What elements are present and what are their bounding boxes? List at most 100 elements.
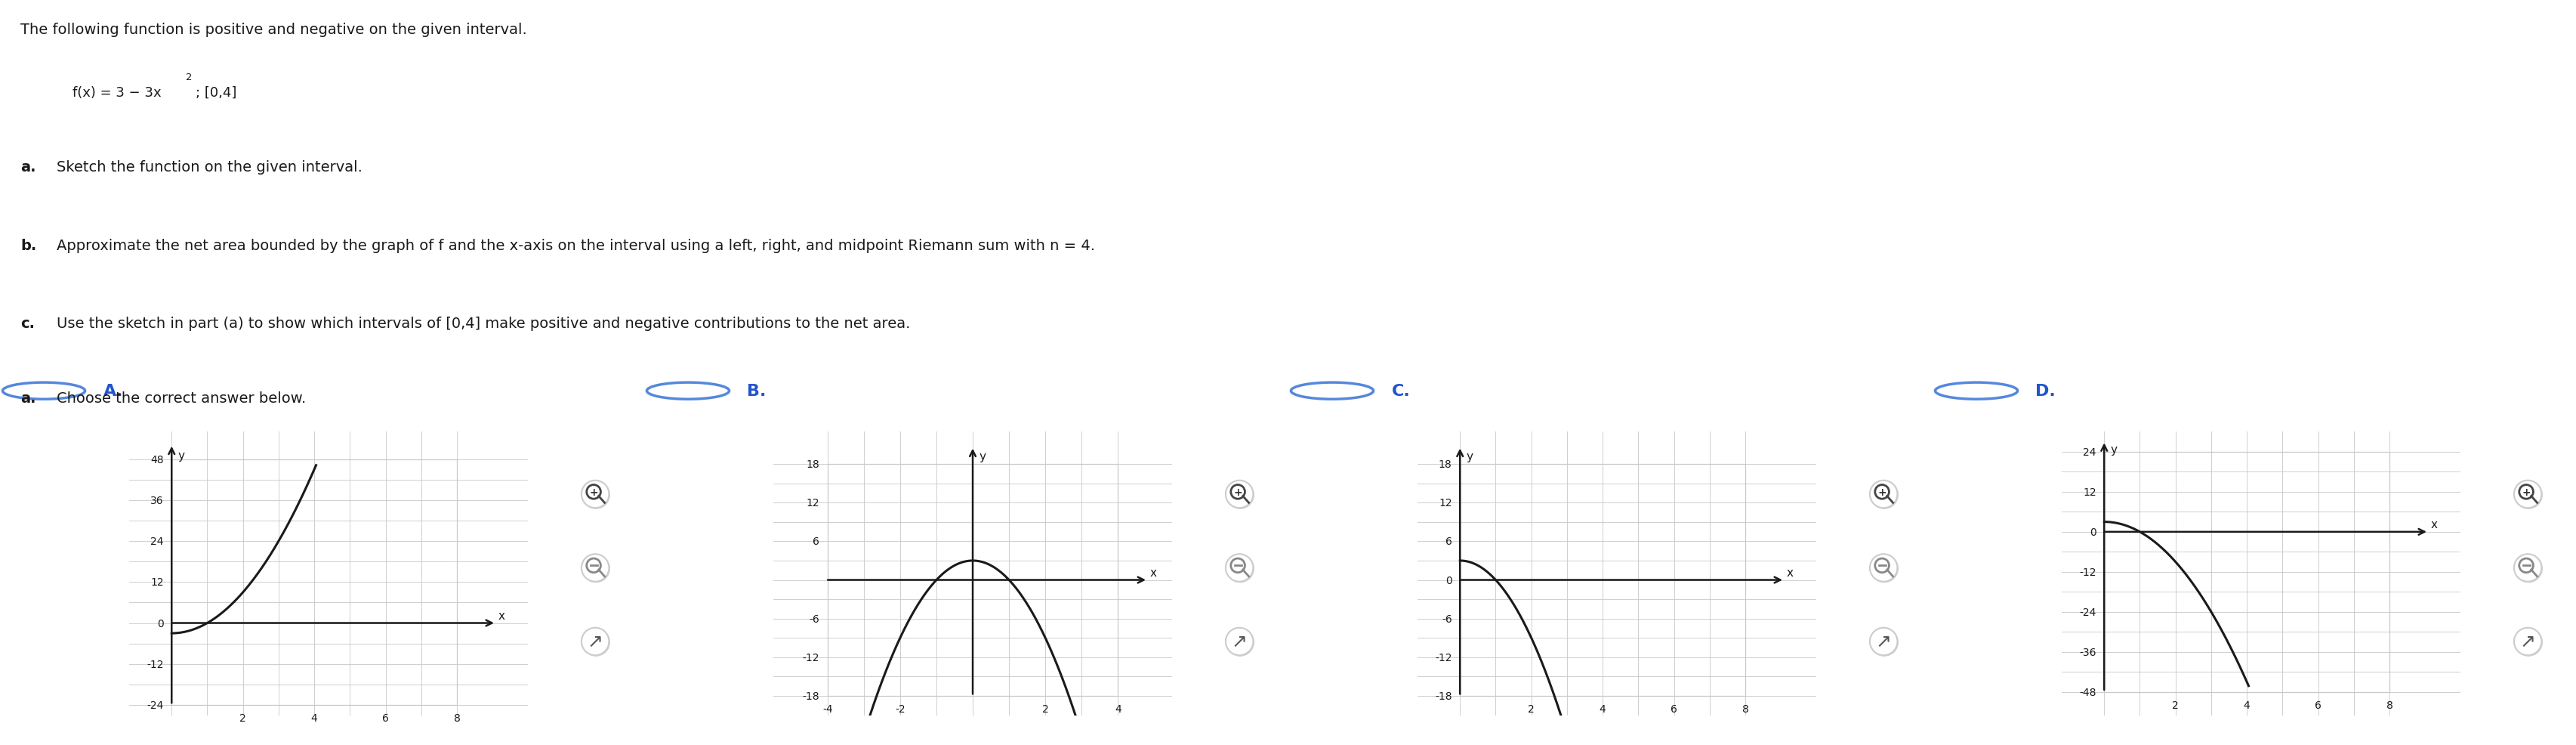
Text: y: y [178, 450, 185, 461]
Text: -2: -2 [894, 704, 904, 714]
Text: -24: -24 [2079, 606, 2097, 618]
Circle shape [1870, 628, 1896, 656]
Text: Use the sketch in part (a) to show which intervals of [0,4] make positive and ne: Use the sketch in part (a) to show which… [57, 317, 909, 331]
Text: a.: a. [21, 391, 36, 405]
Text: D.: D. [2035, 384, 2056, 399]
Circle shape [1226, 481, 1255, 509]
Text: -4: -4 [822, 704, 832, 714]
Text: 6: 6 [2313, 700, 2321, 711]
Text: ↗: ↗ [1875, 633, 1891, 650]
Text: a.: a. [21, 160, 36, 174]
Text: +: + [2522, 486, 2530, 498]
Text: 6: 6 [381, 713, 389, 723]
Text: 2: 2 [240, 713, 247, 723]
Circle shape [2514, 481, 2543, 509]
Circle shape [1870, 481, 1899, 509]
Circle shape [582, 555, 611, 583]
Text: 2: 2 [1528, 704, 1535, 714]
Text: c.: c. [21, 317, 36, 331]
Text: 12: 12 [149, 577, 165, 588]
Text: x: x [1149, 566, 1157, 578]
Text: The following function is positive and negative on the given interval.: The following function is positive and n… [21, 22, 528, 37]
Text: -12: -12 [1435, 652, 1453, 662]
Text: -18: -18 [801, 691, 819, 701]
Text: Choose the correct answer below.: Choose the correct answer below. [57, 391, 307, 405]
Text: x: x [2429, 519, 2437, 530]
Text: 8: 8 [1741, 704, 1749, 714]
Text: +: + [590, 486, 598, 498]
Text: ; [0,4]: ; [0,4] [196, 86, 237, 99]
Circle shape [1226, 481, 1252, 508]
Circle shape [1226, 555, 1255, 583]
Text: Sketch the function on the given interval.: Sketch the function on the given interva… [57, 160, 363, 174]
Circle shape [1226, 554, 1252, 582]
Text: Approximate the net area bounded by the graph of f and the x-axis on the interva: Approximate the net area bounded by the … [57, 238, 1095, 253]
Circle shape [582, 481, 608, 508]
Circle shape [2514, 554, 2540, 582]
Text: +: + [1878, 486, 1886, 498]
Text: y: y [2110, 444, 2117, 455]
Text: -6: -6 [1440, 613, 1453, 624]
Circle shape [1870, 555, 1899, 583]
Circle shape [2514, 481, 2540, 508]
Text: 2: 2 [185, 72, 191, 82]
Text: 24: 24 [2081, 447, 2097, 457]
Text: 8: 8 [453, 713, 461, 723]
Text: 6: 6 [1445, 536, 1453, 547]
Text: 2: 2 [2172, 700, 2179, 711]
Text: -18: -18 [1435, 691, 1453, 701]
Text: -12: -12 [2079, 567, 2097, 577]
Circle shape [1870, 481, 1896, 508]
Text: -12: -12 [801, 652, 819, 662]
Circle shape [1870, 629, 1899, 656]
Text: 2: 2 [1041, 704, 1048, 714]
Text: y: y [979, 451, 987, 462]
Text: 4: 4 [312, 713, 317, 723]
Text: 4: 4 [1115, 704, 1121, 714]
Circle shape [582, 629, 611, 656]
Text: 0: 0 [157, 618, 165, 628]
Bar [1461, 464, 1744, 696]
Text: 12: 12 [1437, 498, 1453, 508]
Bar [173, 460, 456, 705]
Bar [2105, 452, 2388, 692]
Text: ↗: ↗ [587, 633, 603, 650]
Text: ↗: ↗ [1231, 633, 1247, 650]
Text: A.: A. [103, 384, 124, 399]
Text: 18: 18 [806, 459, 819, 469]
Circle shape [582, 628, 608, 656]
Circle shape [2514, 629, 2543, 656]
Text: 4: 4 [1600, 704, 1605, 714]
Text: 24: 24 [149, 536, 165, 547]
Bar [827, 464, 1118, 696]
Text: B.: B. [747, 384, 765, 399]
Text: C.: C. [1391, 384, 1409, 399]
Text: 36: 36 [149, 495, 165, 506]
Text: 8: 8 [2385, 700, 2393, 711]
Circle shape [1226, 628, 1252, 656]
Text: 0: 0 [2089, 527, 2097, 537]
Text: 18: 18 [1437, 459, 1453, 469]
Text: -48: -48 [2079, 687, 2097, 697]
Text: +: + [1234, 486, 1242, 498]
Text: b.: b. [21, 238, 36, 253]
Text: 12: 12 [2081, 486, 2097, 498]
Text: 48: 48 [149, 454, 165, 465]
Circle shape [1226, 629, 1255, 656]
Text: ↗: ↗ [2519, 633, 2535, 650]
Text: f(x) = 3 − 3x: f(x) = 3 − 3x [72, 86, 160, 99]
Circle shape [582, 481, 611, 509]
Text: -24: -24 [147, 700, 165, 710]
Text: 0: 0 [1445, 575, 1453, 586]
Circle shape [2514, 555, 2543, 583]
Text: y: y [1466, 451, 1473, 462]
Text: -36: -36 [2079, 647, 2097, 657]
Circle shape [1870, 554, 1896, 582]
Circle shape [2514, 628, 2540, 656]
Text: -6: -6 [809, 613, 819, 624]
Text: 12: 12 [806, 498, 819, 508]
Circle shape [582, 554, 608, 582]
Text: 4: 4 [2244, 700, 2249, 711]
Text: -12: -12 [147, 659, 165, 669]
Text: x: x [497, 609, 505, 621]
